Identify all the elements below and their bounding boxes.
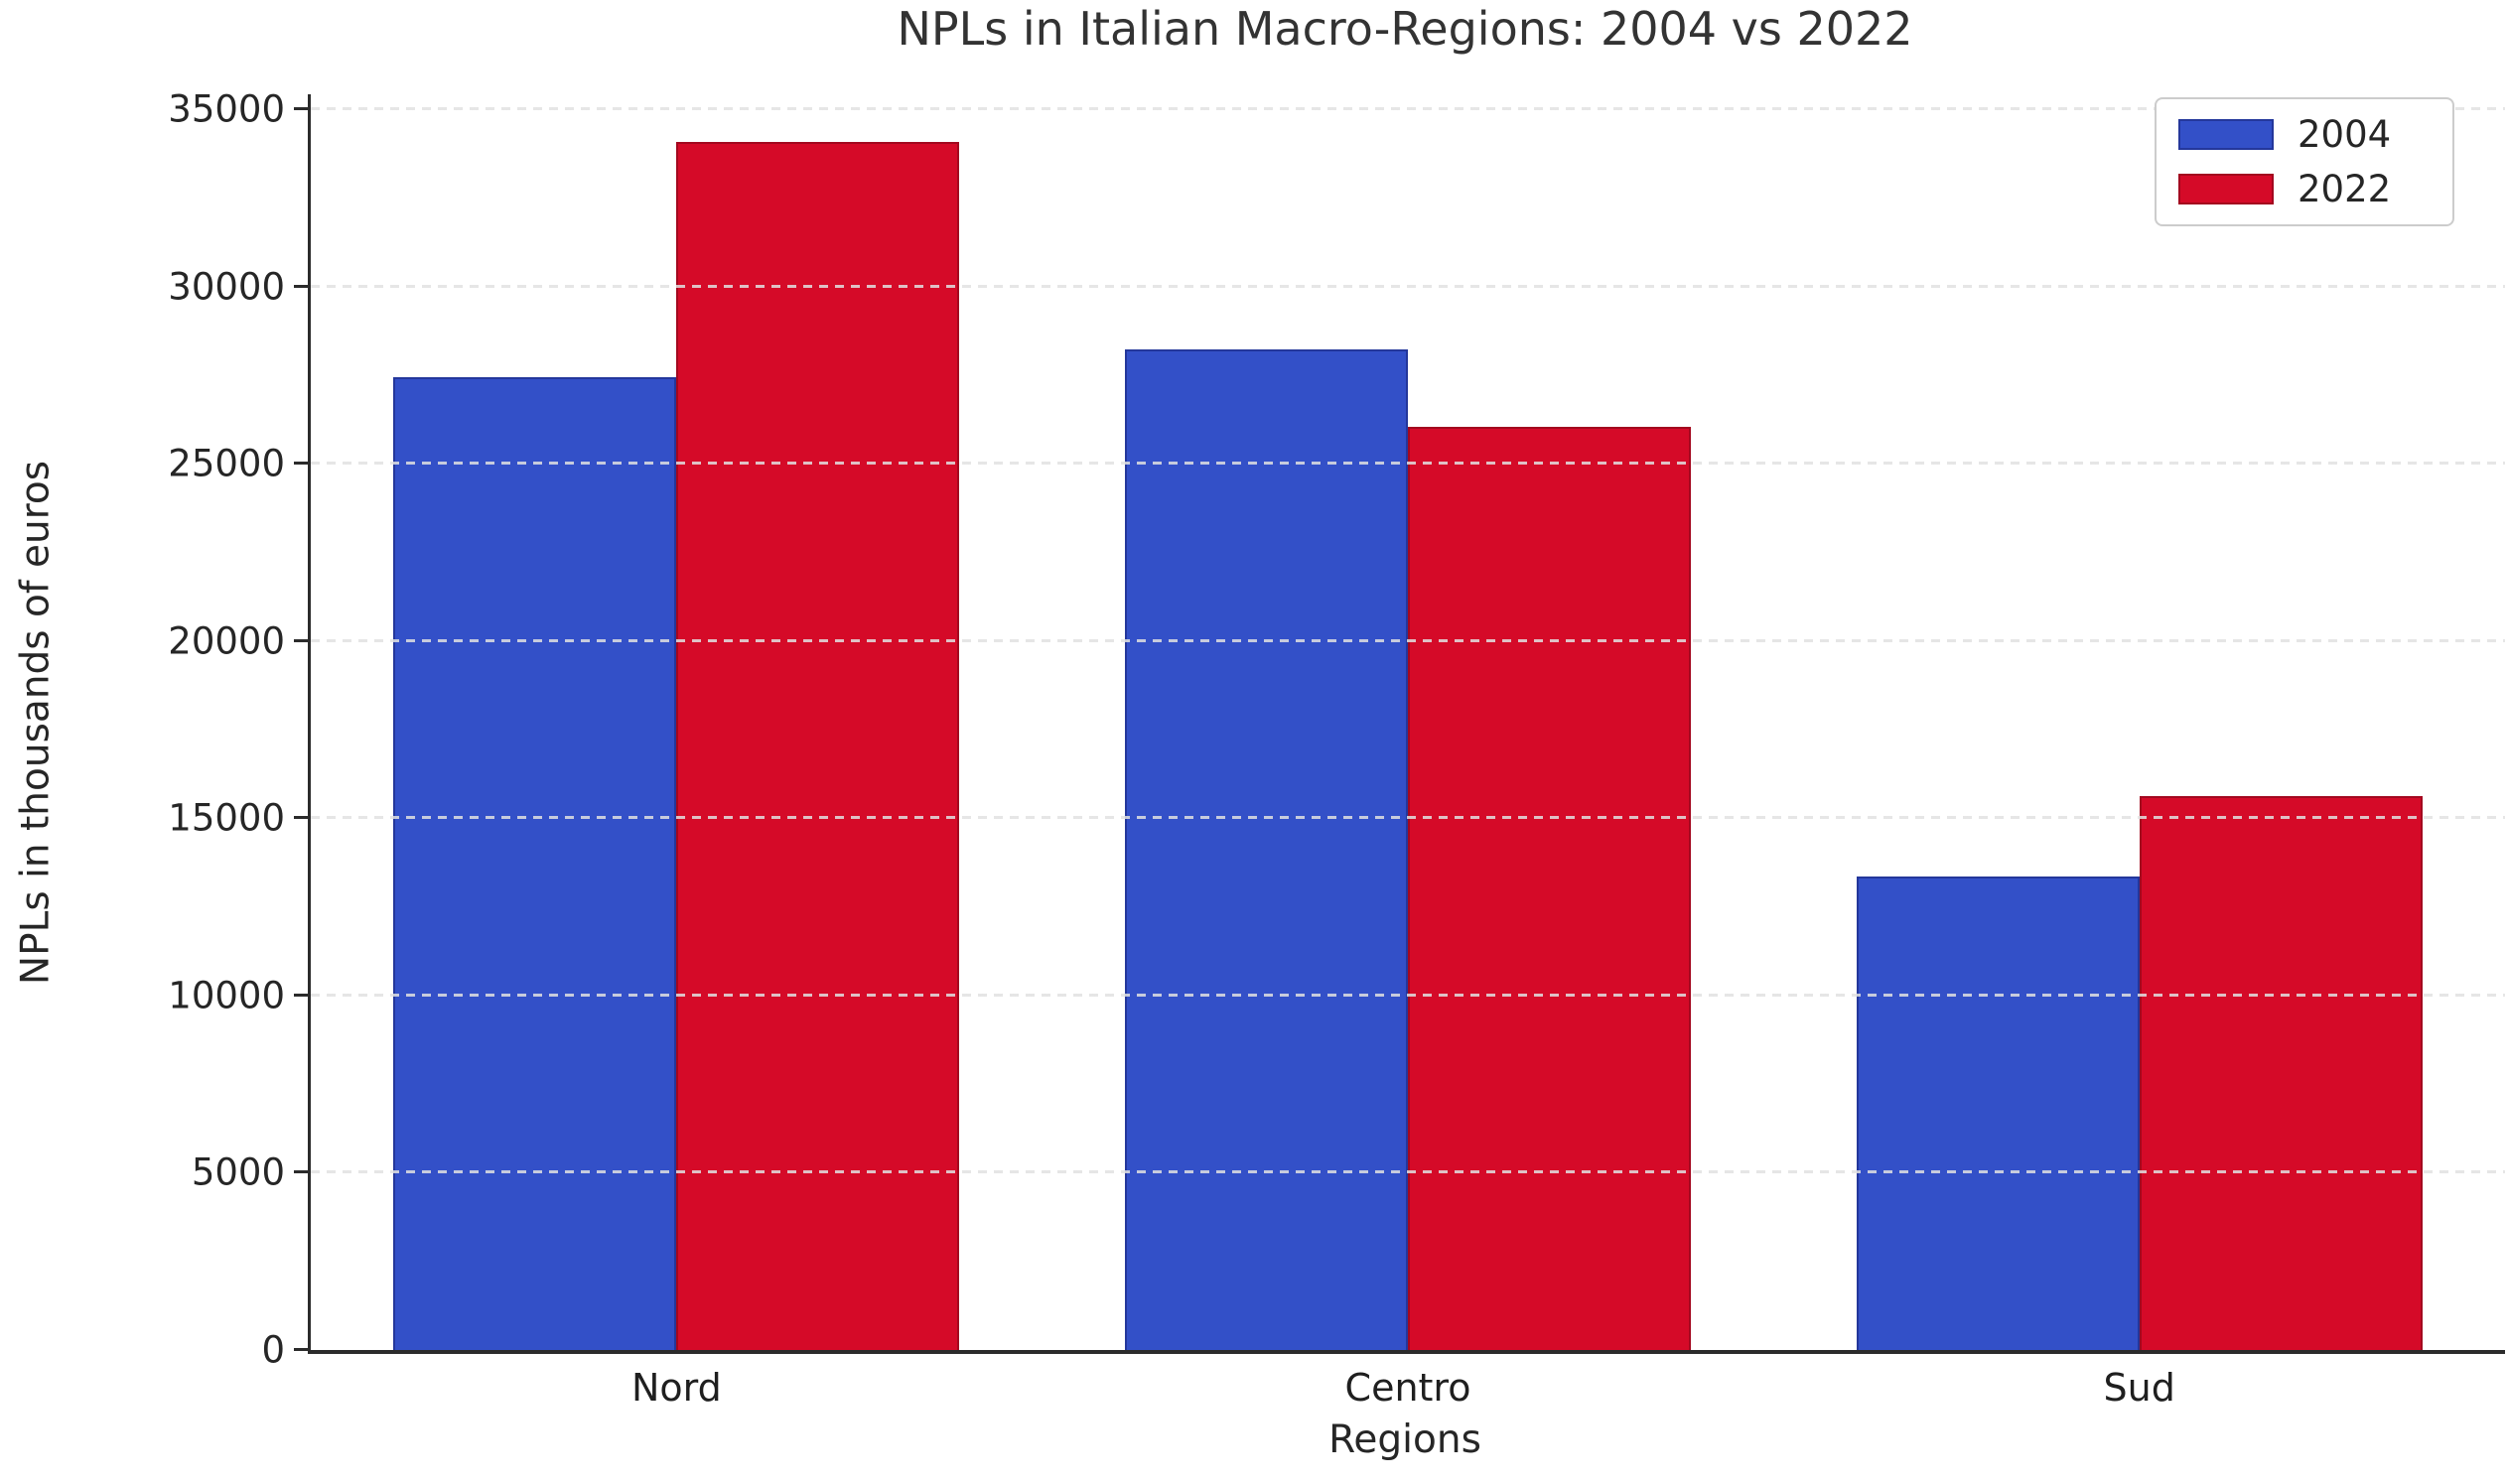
x-axis-label: Regions	[1328, 1417, 1481, 1462]
legend-swatch-2004	[2178, 119, 2274, 150]
y-tick-label: 20000	[168, 619, 285, 663]
y-tick-label: 30000	[168, 265, 285, 309]
bar-centro-2004	[1124, 349, 1408, 1350]
y-tick-mark	[294, 638, 308, 642]
y-tick-mark	[294, 816, 308, 820]
y-tick-mark	[294, 993, 308, 997]
bar-sud-2022	[2139, 796, 2423, 1350]
y-tick-label: 15000	[168, 796, 285, 840]
y-axis-label: NPLs in thousands of euros	[13, 460, 59, 986]
y-tick-mark	[294, 284, 308, 288]
x-tick-label-centro: Centro	[1344, 1366, 1471, 1410]
x-tick-label-nord: Nord	[630, 1366, 722, 1410]
bar-nord-2022	[676, 141, 960, 1350]
y-tick-label: 0	[261, 1328, 285, 1372]
legend-item-2004: 2004	[2178, 113, 2431, 156]
y-tick-label: 10000	[168, 974, 285, 1017]
bar-centro-2022	[1408, 427, 1692, 1350]
chart-title: NPLs in Italian Macro-Regions: 2004 vs 2…	[897, 2, 1913, 56]
y-tick-mark	[294, 1170, 308, 1174]
x-tick-label-sud: Sud	[2103, 1366, 2175, 1410]
legend-label-2004: 2004	[2298, 113, 2392, 156]
legend-item-2022: 2022	[2178, 168, 2431, 210]
y-tick-mark	[294, 107, 308, 110]
y-tick-label: 5000	[191, 1150, 285, 1194]
gridline-30000	[311, 284, 2505, 288]
bar-nord-2004	[393, 376, 677, 1350]
legend-label-2022: 2022	[2298, 168, 2392, 210]
legend-swatch-2022	[2178, 174, 2274, 204]
plot-area: Nord Centro Sud 0 5000 10000 15000 20000 25000 30…	[168, 88, 2505, 1410]
bar-sud-2004	[1856, 876, 2140, 1350]
legend: 2004 2022	[2155, 97, 2454, 226]
y-tick-mark	[294, 462, 308, 466]
y-tick-label: 35000	[168, 87, 285, 131]
y-tick-label: 25000	[168, 442, 285, 485]
y-tick-mark	[294, 1348, 308, 1351]
